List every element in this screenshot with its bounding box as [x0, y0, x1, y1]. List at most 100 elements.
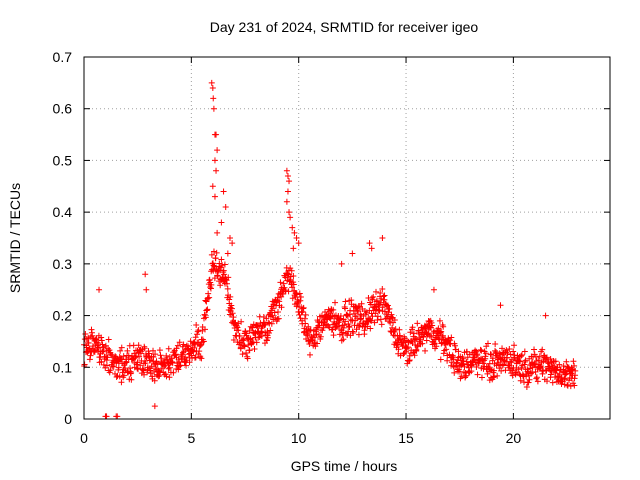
data-point: [83, 335, 90, 342]
data-point: [105, 336, 112, 343]
data-point: [290, 245, 297, 252]
data-point: [419, 326, 426, 333]
data-point: [302, 311, 309, 318]
data-point: [218, 219, 225, 226]
data-point: [377, 299, 384, 306]
data-point: [104, 354, 111, 361]
data-point: [482, 353, 489, 360]
data-point: [300, 305, 307, 312]
data-point: [277, 279, 284, 286]
data-point: [165, 345, 172, 352]
data-point: [269, 305, 276, 312]
data-point: [165, 365, 172, 372]
data-point: [561, 376, 568, 383]
data-point: [141, 345, 148, 352]
data-point: [208, 281, 215, 288]
data-point: [428, 319, 435, 326]
data-point: [369, 296, 376, 303]
data-point: [426, 332, 433, 339]
data-point: [368, 245, 375, 252]
data-point: [490, 367, 497, 374]
data-point: [477, 346, 484, 353]
data-point: [437, 329, 444, 336]
data-point: [295, 240, 302, 247]
data-point: [503, 347, 510, 354]
data-point: [287, 214, 294, 221]
data-point: [120, 353, 127, 360]
data-point: [563, 358, 570, 365]
data-point: [304, 331, 311, 338]
data-point: [260, 313, 267, 320]
data-point: [448, 334, 455, 341]
data-point: [123, 358, 130, 365]
data-point: [539, 346, 546, 353]
data-point: [314, 340, 321, 347]
data-point: [134, 359, 141, 366]
data-point: [525, 369, 532, 376]
data-point: [302, 320, 309, 327]
data-point: [274, 316, 281, 323]
data-point: [185, 351, 192, 358]
data-point: [196, 348, 203, 355]
data-point: [490, 374, 497, 381]
data-point: [137, 362, 144, 369]
data-point: [336, 322, 343, 329]
data-point: [403, 345, 410, 352]
data-point: [134, 365, 141, 372]
data-point: [227, 293, 234, 300]
data-point: [81, 361, 88, 368]
data-point: [151, 377, 158, 384]
data-point: [166, 374, 173, 381]
data-point: [300, 304, 307, 311]
data-point: [268, 320, 275, 327]
data-point: [451, 369, 458, 376]
data-point: [361, 327, 368, 334]
data-point: [194, 331, 201, 338]
data-point: [238, 318, 245, 325]
y-tick-label: 0.1: [53, 359, 73, 375]
data-point: [440, 323, 447, 330]
data-point: [253, 339, 260, 346]
data-point: [415, 330, 422, 337]
data-point: [183, 362, 190, 369]
data-point: [93, 339, 100, 346]
data-point: [173, 345, 180, 352]
data-point: [564, 381, 571, 388]
data-point: [290, 273, 297, 280]
data-point: [206, 276, 213, 283]
data-point: [140, 367, 147, 374]
data-point: [170, 369, 177, 376]
data-point: [289, 224, 296, 231]
data-point: [473, 352, 480, 359]
data-point: [190, 348, 197, 355]
data-point: [518, 351, 525, 358]
data-point: [275, 309, 282, 316]
data-point: [286, 278, 293, 285]
data-point: [203, 307, 210, 314]
data-point: [128, 376, 135, 383]
data-point: [86, 356, 93, 363]
data-point: [212, 255, 219, 262]
data-point: [464, 348, 471, 355]
data-point: [368, 317, 375, 324]
data-point: [438, 328, 445, 335]
data-point: [313, 331, 320, 338]
data-point: [531, 346, 538, 353]
data-point: [182, 354, 189, 361]
data-point: [561, 375, 568, 382]
data-point: [242, 329, 249, 336]
data-point: [251, 345, 258, 352]
data-point: [392, 326, 399, 333]
data-point: [423, 330, 430, 337]
data-point: [210, 248, 217, 255]
data-point: [278, 304, 285, 311]
data-point: [423, 337, 430, 344]
data-point: [355, 331, 362, 338]
data-point: [208, 251, 215, 258]
data-point: [458, 361, 465, 368]
data-point: [345, 323, 352, 330]
data-point: [147, 370, 154, 377]
data-point: [474, 351, 481, 358]
data-point: [381, 292, 388, 299]
data-point: [506, 345, 513, 352]
